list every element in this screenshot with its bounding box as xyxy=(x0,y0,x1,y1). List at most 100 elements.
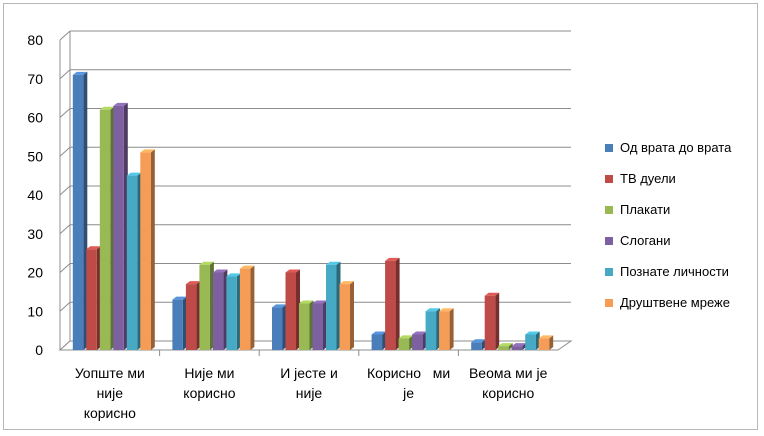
bar-side-1-3 xyxy=(395,257,400,350)
bar-top-2-1 xyxy=(199,261,214,265)
bar-4-0 xyxy=(126,175,138,350)
x-tick-label-0-2: корисно xyxy=(84,405,136,421)
chart-legend: Од врата до врата ТВ дуели Плакати Слогани П… xyxy=(605,132,760,318)
x-tick-label-2-0: И јесте и xyxy=(280,365,338,381)
bar-4-1 xyxy=(226,276,237,350)
gridline-side-40 xyxy=(59,185,71,196)
x-tick-label-2-1: није xyxy=(296,385,323,401)
legend-swatch-5 xyxy=(605,298,613,307)
legend-label-0: Од врата до врата xyxy=(620,140,732,155)
bar-top-1-3 xyxy=(385,257,400,261)
x-tick-label-4-0: Веома ми је xyxy=(469,365,548,381)
bar-3-4 xyxy=(511,346,523,350)
y-tick-label-60: 60 xyxy=(27,110,43,126)
x-tick-label-0-1: није xyxy=(97,385,124,401)
bar-top-1-4 xyxy=(484,292,500,296)
legend-item-4: Познате личности xyxy=(605,256,760,287)
bar-side-1-4 xyxy=(495,292,500,350)
x-tick-label-1-1: корисно xyxy=(183,385,235,401)
bar-top-3-1 xyxy=(212,269,228,273)
gridline-side-20 xyxy=(59,263,71,273)
bar-side-5-1 xyxy=(250,265,255,350)
bar-top-5-2 xyxy=(339,281,354,285)
legend-swatch-2 xyxy=(605,205,613,214)
bar-3-0 xyxy=(113,105,124,350)
bar-3-2 xyxy=(312,303,323,350)
bar-5-4 xyxy=(538,338,550,350)
y-tick-label-40: 40 xyxy=(27,187,43,203)
bar-5-0 xyxy=(140,152,151,350)
bar-side-5-3 xyxy=(449,308,454,350)
bar-1-1 xyxy=(185,284,197,350)
bar-2-0 xyxy=(99,109,111,350)
bar-top-4-1 xyxy=(226,273,241,277)
y-tick-label-0: 0 xyxy=(35,342,43,358)
bar-0-4 xyxy=(471,342,482,350)
gridline-side-10 xyxy=(59,301,71,312)
legend-item-3: Слогани xyxy=(605,225,760,256)
bar-top-2-3 xyxy=(398,335,414,339)
x-tick-label-3-0: Корисно ми xyxy=(367,365,450,381)
legend-item-5: Друштвене мреже xyxy=(605,287,760,318)
bar-0-1 xyxy=(172,299,183,350)
bar-top-0-1 xyxy=(172,296,187,300)
gridline-side-50 xyxy=(59,146,71,157)
bar-5-2 xyxy=(339,284,350,350)
bar-side-5-0 xyxy=(150,149,155,350)
bar-top-1-0 xyxy=(86,246,101,250)
bar-4-2 xyxy=(326,264,337,350)
bar-top-5-4 xyxy=(538,335,554,339)
bar-5-3 xyxy=(439,311,450,350)
legend-item-0: Од врата до врата xyxy=(605,132,760,163)
bar-1-0 xyxy=(86,249,97,350)
bar-1-2 xyxy=(285,272,296,350)
gridline-side-60 xyxy=(59,108,71,118)
legend-swatch-3 xyxy=(605,236,613,245)
x-tick-label-1-0: Није ми xyxy=(184,365,234,381)
gridline-side-80 xyxy=(59,30,71,41)
bar-1-4 xyxy=(484,295,496,350)
bar-5-1 xyxy=(239,268,251,350)
bar-2-2 xyxy=(299,303,310,350)
legend-label-5: Друштвене мреже xyxy=(620,295,730,310)
bar-top-5-0 xyxy=(140,149,155,153)
bar-4-4 xyxy=(525,334,536,350)
y-tick-label-50: 50 xyxy=(27,148,43,164)
bar-1-3 xyxy=(385,260,396,350)
bar-top-3-0 xyxy=(113,102,128,106)
bar-side-5-4 xyxy=(549,335,554,350)
bar-top-4-3 xyxy=(425,308,441,312)
legend-item-2: Плакати xyxy=(605,194,760,225)
bar-top-5-1 xyxy=(239,265,255,269)
bar-top-2-2 xyxy=(299,300,314,304)
bar-top-4-0 xyxy=(126,172,142,176)
bar-3-1 xyxy=(212,272,224,350)
bar-3-3 xyxy=(412,334,423,350)
y-tick-label-20: 20 xyxy=(27,265,43,281)
bar-top-1-1 xyxy=(185,281,201,285)
legend-label-2: Плакати xyxy=(620,202,671,217)
x-tick-label-0-0: Уопште ми xyxy=(75,365,145,381)
bar-top-3-3 xyxy=(412,331,427,335)
legend-label-4: Познате личности xyxy=(620,264,729,279)
bar-top-3-2 xyxy=(312,300,327,304)
legend-label-1: ТВ дуели xyxy=(620,171,676,186)
legend-swatch-0 xyxy=(605,143,613,152)
bar-2-4 xyxy=(498,346,509,350)
gridline-side-70 xyxy=(59,69,71,80)
bar-top-0-3 xyxy=(371,331,387,335)
x-tick-label-3-1: је xyxy=(402,385,414,401)
legend-swatch-1 xyxy=(605,174,613,183)
bar-4-3 xyxy=(425,311,437,350)
bar-0-2 xyxy=(272,307,283,350)
bar-0-0 xyxy=(72,74,84,350)
legend-label-3: Слогани xyxy=(620,233,671,248)
bar-top-4-2 xyxy=(326,261,341,265)
bar-top-0-4 xyxy=(471,339,486,343)
y-tick-label-10: 10 xyxy=(27,303,43,319)
bar-top-1-2 xyxy=(285,269,300,273)
legend-swatch-4 xyxy=(605,267,613,276)
y-tick-label-70: 70 xyxy=(27,71,43,87)
bar-2-3 xyxy=(398,338,410,350)
